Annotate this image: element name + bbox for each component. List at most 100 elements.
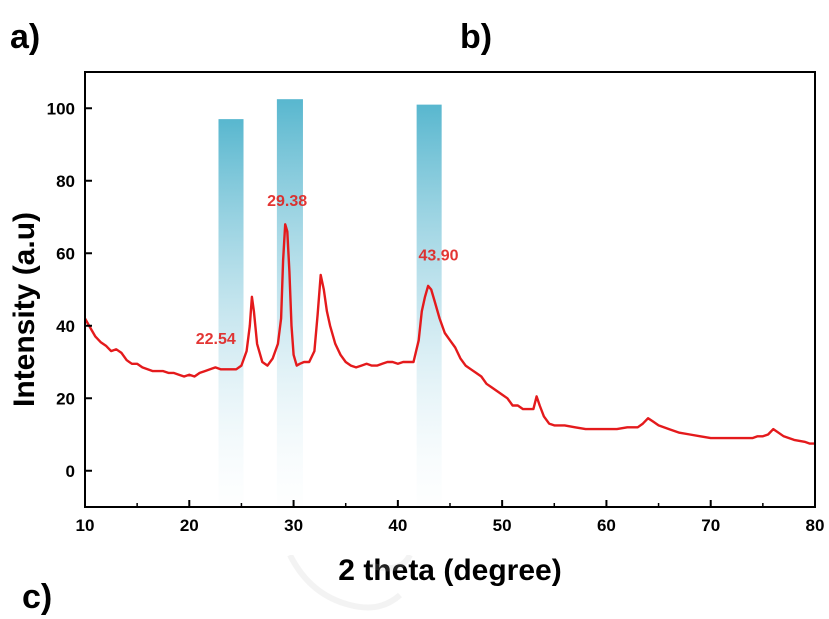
data-point xyxy=(320,274,322,276)
data-point xyxy=(280,317,282,320)
data-point xyxy=(539,404,541,407)
data-point xyxy=(173,372,175,374)
data-point xyxy=(751,437,754,439)
data-point xyxy=(183,375,185,378)
data-point xyxy=(522,408,524,410)
peak-label-2: 29.38 xyxy=(267,193,307,210)
data-point xyxy=(605,428,608,430)
data-point xyxy=(105,345,107,347)
data-point xyxy=(235,368,237,370)
data-point xyxy=(162,370,164,372)
x-tick-label: 70 xyxy=(701,516,720,535)
data-point xyxy=(793,439,795,441)
data-point xyxy=(762,435,764,437)
y-tick-label: 0 xyxy=(66,462,75,481)
data-point xyxy=(444,332,446,334)
data-point xyxy=(491,386,493,388)
data-point xyxy=(637,426,639,428)
data-point xyxy=(506,397,508,399)
chart-axes: 10 20 30 40 50 60 70 80 0 20 40 60 80 100 xyxy=(47,71,825,535)
data-point xyxy=(803,441,806,443)
data-point xyxy=(253,310,255,312)
peak-annotations: 22.54 29.38 43.90 xyxy=(196,193,459,348)
data-point xyxy=(219,368,222,370)
y-tick-label: 100 xyxy=(47,99,75,118)
data-point xyxy=(329,325,331,327)
data-point xyxy=(496,390,498,392)
y-tick-label: 80 xyxy=(56,172,75,191)
x-tick-label: 80 xyxy=(806,516,825,535)
data-point xyxy=(584,428,587,430)
data-point xyxy=(209,368,211,370)
x-axis-title: 2 theta (degree) xyxy=(338,554,561,587)
data-point xyxy=(485,383,488,385)
data-point xyxy=(288,270,290,272)
data-point xyxy=(475,372,477,374)
peak-label-1: 22.54 xyxy=(196,331,236,348)
data-point xyxy=(553,424,555,427)
data-point xyxy=(251,296,253,298)
data-point xyxy=(668,428,670,430)
data-point xyxy=(290,325,293,327)
data-point xyxy=(308,361,310,363)
data-point xyxy=(543,415,545,417)
data-point xyxy=(642,423,644,425)
data-point xyxy=(532,408,535,410)
data-point xyxy=(783,435,785,437)
data-point xyxy=(376,365,378,367)
data-point xyxy=(313,350,316,352)
data-point xyxy=(777,432,780,434)
data-point xyxy=(381,363,383,365)
y-axis-title: Intensity (a.u) xyxy=(8,212,41,407)
panel-label-c: c) xyxy=(22,578,53,616)
data-point xyxy=(433,299,435,301)
data-point xyxy=(360,365,362,367)
x-tick-label: 60 xyxy=(597,516,616,535)
data-point xyxy=(282,259,284,262)
data-point xyxy=(204,370,206,372)
data-point xyxy=(256,343,258,345)
data-point xyxy=(284,223,286,225)
highlight-band-3 xyxy=(416,104,442,507)
data-point xyxy=(316,314,319,316)
data-point xyxy=(548,423,550,425)
data-point xyxy=(767,433,769,436)
data-point xyxy=(230,368,232,370)
data-point xyxy=(178,374,180,376)
data-point xyxy=(371,365,373,367)
data-point xyxy=(131,363,133,365)
data-point xyxy=(326,310,328,312)
data-point xyxy=(272,357,274,359)
data-point xyxy=(574,426,576,428)
data-point xyxy=(392,361,394,363)
data-point xyxy=(292,354,295,356)
data-point xyxy=(266,365,269,367)
data-point xyxy=(246,350,248,352)
y-tick-label: 40 xyxy=(56,317,75,336)
data-point xyxy=(100,341,102,343)
plot-frame xyxy=(84,71,816,508)
data-point xyxy=(120,352,123,354)
data-point xyxy=(689,433,691,436)
data-point xyxy=(647,417,649,419)
data-point xyxy=(365,363,368,365)
x-tick-label: 40 xyxy=(388,516,407,535)
data-point xyxy=(249,325,251,327)
data-point xyxy=(146,368,149,370)
peak-label-3: 43.90 xyxy=(419,248,459,265)
data-point xyxy=(126,359,128,361)
data-point xyxy=(449,339,451,341)
data-point xyxy=(501,394,503,396)
data-point xyxy=(323,288,325,291)
watermark-logo xyxy=(287,555,413,611)
x-tick-label: 10 xyxy=(76,516,95,535)
data-point xyxy=(303,361,305,363)
data-point xyxy=(355,366,357,369)
data-point xyxy=(136,363,138,365)
data-point xyxy=(386,361,389,363)
panel-label-b: b) xyxy=(460,18,493,56)
data-point xyxy=(678,432,681,434)
data-point xyxy=(421,310,423,312)
data-point xyxy=(809,442,811,445)
